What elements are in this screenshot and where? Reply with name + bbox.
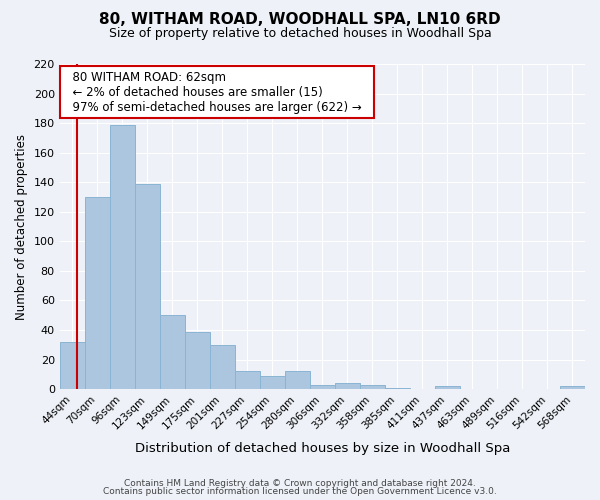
Text: 80, WITHAM ROAD, WOODHALL SPA, LN10 6RD: 80, WITHAM ROAD, WOODHALL SPA, LN10 6RD	[99, 12, 501, 28]
Bar	[260, 376, 285, 389]
Text: Contains public sector information licensed under the Open Government Licence v3: Contains public sector information licen…	[103, 487, 497, 496]
Text: 80 WITHAM ROAD: 62sqm
  ← 2% of detached houses are smaller (15)
  97% of semi-d: 80 WITHAM ROAD: 62sqm ← 2% of detached h…	[65, 70, 369, 114]
Bar	[385, 388, 410, 389]
X-axis label: Distribution of detached houses by size in Woodhall Spa: Distribution of detached houses by size …	[134, 442, 510, 455]
Bar	[360, 384, 385, 389]
Text: Size of property relative to detached houses in Woodhall Spa: Size of property relative to detached ho…	[109, 28, 491, 40]
Bar	[210, 345, 235, 389]
Bar	[160, 316, 185, 389]
Bar	[285, 372, 310, 389]
Text: Contains HM Land Registry data © Crown copyright and database right 2024.: Contains HM Land Registry data © Crown c…	[124, 478, 476, 488]
Bar	[85, 197, 110, 389]
Bar	[435, 386, 460, 389]
Bar	[235, 372, 260, 389]
Bar	[310, 384, 335, 389]
Bar	[59, 342, 85, 389]
Bar	[185, 332, 210, 389]
Bar	[560, 386, 585, 389]
Bar	[335, 384, 360, 389]
Bar	[135, 184, 160, 389]
Bar	[110, 124, 135, 389]
Y-axis label: Number of detached properties: Number of detached properties	[15, 134, 28, 320]
